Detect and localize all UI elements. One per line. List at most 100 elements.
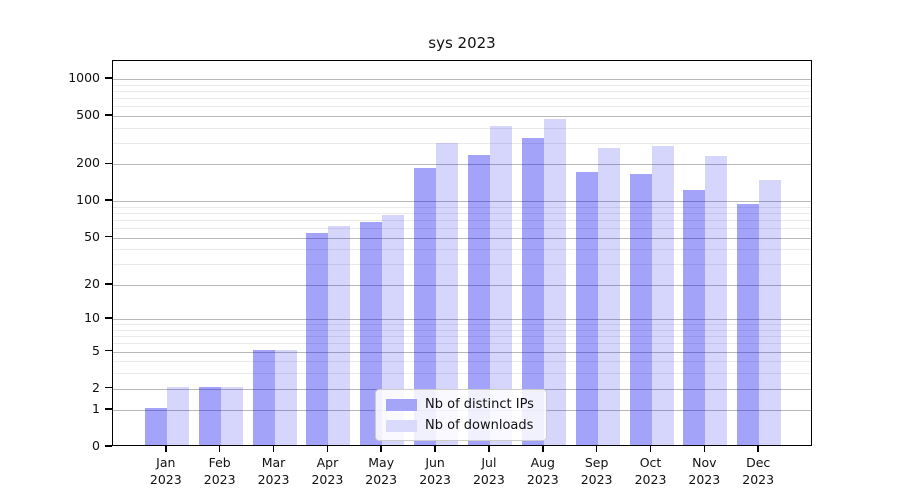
legend: Nb of distinct IPs Nb of downloads <box>375 389 547 441</box>
y-tick-mark-1 <box>105 408 112 410</box>
minor-gridline-80 <box>113 212 811 214</box>
bar-jul-downloads <box>489 125 512 445</box>
y-tick-label-1: 1 <box>92 401 100 417</box>
x-tick-mark-feb <box>218 446 221 452</box>
x-tick-label-dec: Dec 2023 <box>742 455 775 487</box>
y-tick-label-2: 2 <box>92 379 100 395</box>
x-tick-label-feb: Feb 2023 <box>203 455 236 487</box>
gridline-500 <box>113 115 811 117</box>
bar-jun-distinct-ips <box>414 168 437 445</box>
x-tick-label-may: May 2023 <box>365 455 398 487</box>
bar-aug-downloads <box>543 119 566 445</box>
x-tick-mark-mar <box>272 446 275 452</box>
bar-apr-downloads <box>328 226 351 445</box>
legend-item-distinct-ips: Nb of distinct IPs <box>386 397 534 412</box>
x-tick-mark-oct <box>649 446 652 452</box>
x-tick-mark-sep <box>595 446 598 452</box>
bar-mar-distinct-ips <box>252 349 275 445</box>
y-tick-label-1000: 1000 <box>68 69 100 85</box>
minor-gridline-3 <box>113 373 811 375</box>
x-tick-mark-jun <box>434 446 436 452</box>
legend-label-downloads: Nb of downloads <box>425 418 534 433</box>
x-tick-mark-may <box>380 446 382 452</box>
x-tick-mark-aug <box>542 446 544 452</box>
y-tick-mark-0 <box>105 445 112 447</box>
minor-gridline-6 <box>113 343 811 345</box>
legend-swatch-downloads <box>386 419 417 432</box>
y-tick-label-500: 500 <box>76 106 100 122</box>
x-tick-label-nov: Nov 2023 <box>688 455 721 487</box>
x-tick-mark-nov <box>703 446 706 452</box>
gridline-200 <box>113 164 811 166</box>
x-tick-label-aug: Aug 2023 <box>526 455 559 487</box>
bar-oct-distinct-ips <box>629 174 652 445</box>
bar-feb-downloads <box>220 386 243 445</box>
y-tick-label-50: 50 <box>84 228 100 244</box>
y-tick-label-20: 20 <box>84 275 100 291</box>
minor-gridline-400 <box>113 127 811 129</box>
x-tick-mark-jul <box>488 446 490 452</box>
minor-gridline-90 <box>113 206 811 208</box>
x-tick-label-apr: Apr 2023 <box>311 455 344 487</box>
x-tick-label-sep: Sep 2023 <box>580 455 613 487</box>
minor-gridline-30 <box>113 264 811 265</box>
bar-jun-downloads <box>436 142 459 445</box>
y-tick-label-10: 10 <box>84 310 100 326</box>
legend-item-downloads: Nb of downloads <box>386 418 534 433</box>
bar-dec-downloads <box>759 179 782 445</box>
legend-label-distinct-ips: Nb of distinct IPs <box>425 397 534 412</box>
minor-gridline-600 <box>113 106 811 108</box>
bar-sep-distinct-ips <box>575 171 598 445</box>
bar-may-downloads <box>382 215 405 445</box>
chart-title: sys 2023 <box>428 34 496 52</box>
y-tick-mark-50 <box>105 235 112 238</box>
minor-gridline-800 <box>113 90 811 92</box>
x-tick-label-jan: Jan 2023 <box>149 455 182 487</box>
y-tick-mark-20 <box>105 283 112 285</box>
x-tick-label-jul: Jul 2023 <box>472 455 505 487</box>
bar-aug-distinct-ips <box>521 137 544 445</box>
y-tick-label-100: 100 <box>76 192 100 208</box>
gridline-50 <box>113 237 811 239</box>
legend-swatch-distinct-ips <box>386 398 417 411</box>
x-tick-mark-jan <box>165 446 167 452</box>
bar-jul-distinct-ips <box>467 154 490 445</box>
y-tick-mark-5 <box>105 349 112 352</box>
bar-nov-downloads <box>705 155 728 445</box>
bar-oct-downloads <box>651 145 674 445</box>
y-tick-mark-100 <box>105 199 112 201</box>
gridline-20 <box>113 284 811 286</box>
gridline-100 <box>113 201 811 203</box>
x-tick-label-jun: Jun 2023 <box>419 455 451 487</box>
minor-gridline-900 <box>113 84 811 86</box>
bar-nov-distinct-ips <box>683 190 706 445</box>
minor-gridline-9 <box>113 324 811 326</box>
bar-feb-distinct-ips <box>198 386 221 445</box>
y-tick-mark-1000 <box>105 77 112 79</box>
minor-gridline-40 <box>113 249 811 251</box>
gridline-5 <box>113 351 811 353</box>
bar-dec-distinct-ips <box>737 204 760 445</box>
y-tick-label-5: 5 <box>92 342 100 358</box>
minor-gridline-4 <box>113 361 811 363</box>
plot-area: Nb of distinct IPs Nb of downloads <box>112 60 812 446</box>
minor-gridline-8 <box>113 329 811 331</box>
bar-sep-downloads <box>597 148 620 445</box>
minor-gridline-7 <box>113 336 811 338</box>
y-tick-mark-10 <box>105 317 112 319</box>
bar-apr-distinct-ips <box>306 232 329 445</box>
minor-gridline-700 <box>113 97 811 99</box>
x-tick-mark-apr <box>326 446 329 452</box>
y-tick-mark-200 <box>105 162 112 165</box>
y-tick-label-200: 200 <box>76 155 100 171</box>
x-tick-mark-dec <box>757 446 759 452</box>
y-tick-label-0: 0 <box>92 438 100 453</box>
bar-jan-distinct-ips <box>144 408 167 445</box>
y-tick-mark-500 <box>105 114 112 116</box>
bar-jan-downloads <box>166 386 189 445</box>
x-tick-label-oct: Oct 2023 <box>634 455 667 487</box>
minor-gridline-60 <box>113 228 811 229</box>
minor-gridline-300 <box>113 142 811 144</box>
minor-gridline-70 <box>113 219 811 221</box>
